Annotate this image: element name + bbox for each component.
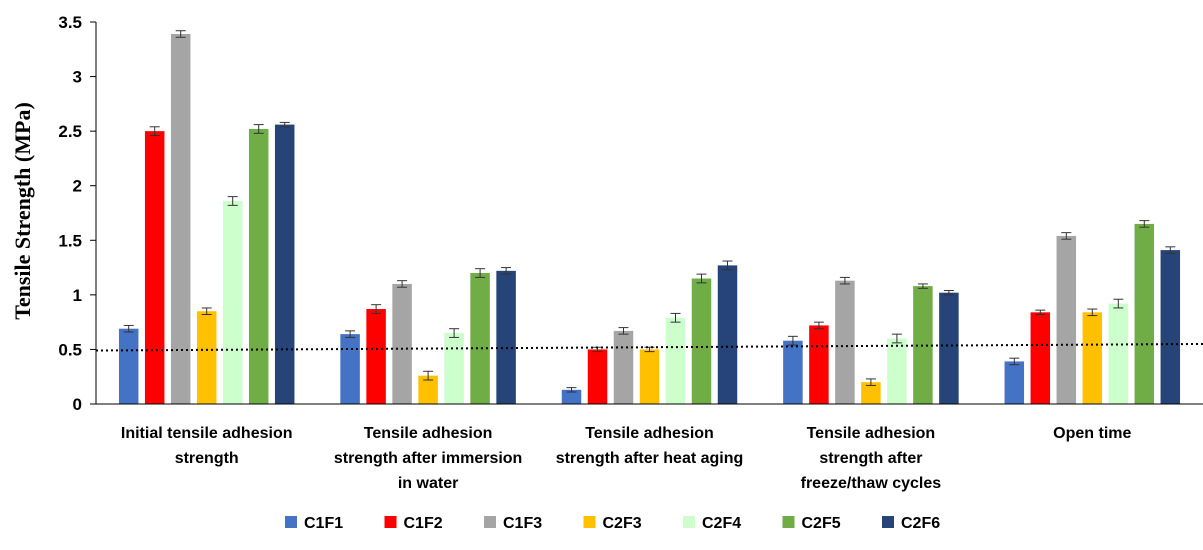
x-category-label: Initial tensile adhesion <box>121 425 293 442</box>
x-category-label: Tensile adhesion <box>364 425 493 442</box>
bars <box>118 34 1181 405</box>
bar-c2f4-2 <box>665 317 686 404</box>
bar-c2f6-2 <box>717 265 738 404</box>
bar-c1f3-2 <box>613 330 634 404</box>
bar-c1f1-1 <box>340 334 360 404</box>
bar-c2f4-3 <box>887 338 907 404</box>
bar-c1f2-0 <box>144 131 165 404</box>
bar-c2f4-4 <box>1108 303 1129 404</box>
y-tick-label: 1.5 <box>58 231 82 250</box>
x-category-label: strength <box>175 450 239 467</box>
bar-c2f3-3 <box>861 382 881 404</box>
x-category-label: Tensile adhesion <box>585 425 714 442</box>
bar-c1f2-1 <box>366 309 386 404</box>
bar-c2f5-1 <box>470 273 490 404</box>
y-tick-label: 1 <box>73 286 82 305</box>
x-category-label: freeze/thaw cycles <box>801 475 942 492</box>
x-axis-categories: Initial tensile adhesion strength Tensile … <box>121 425 1132 492</box>
bar-c1f2-2 <box>587 349 608 404</box>
bar-c1f3-0 <box>170 34 191 405</box>
bar-c1f3-3 <box>835 280 855 404</box>
legend-label-c2f3: C2F3 <box>603 515 642 532</box>
y-axis-ticks: 0 0.5 1 1.5 2 2.5 3 3.5 <box>58 13 96 414</box>
legend: C1F1 C1F2 C1F3 C2F3 C2F4 C2F5 C2F6 <box>285 515 940 532</box>
legend-swatch-c1f3 <box>484 516 496 528</box>
legend-label-c2f4: C2F4 <box>702 515 741 532</box>
bar-c2f3-1 <box>418 375 438 404</box>
y-tick-label: 2.5 <box>58 122 82 141</box>
bar-c2f6-1 <box>496 270 516 404</box>
bar-c2f4-1 <box>444 333 464 404</box>
x-category-label: in water <box>398 475 458 492</box>
x-category-label: strength after <box>819 450 922 467</box>
bar-c1f1-3 <box>783 340 803 404</box>
bar-c1f3-4 <box>1056 235 1077 404</box>
bar-c2f3-4 <box>1082 312 1103 404</box>
bar-c2f5-2 <box>691 278 712 404</box>
legend-label-c2f5: C2F5 <box>802 515 841 532</box>
x-category-label: strength after heat aging <box>556 450 744 467</box>
bar-c2f6-0 <box>274 124 295 404</box>
bar-c2f3-0 <box>196 311 217 404</box>
bar-c1f3-1 <box>392 283 412 404</box>
y-tick-label: 0.5 <box>58 340 82 359</box>
legend-swatch-c2f3 <box>583 516 596 528</box>
legend-swatch-c2f6 <box>882 516 894 528</box>
bar-c1f1-4 <box>1004 361 1025 404</box>
legend-label-c1f1: C1F1 <box>304 515 343 532</box>
y-axis-title: Tensile Strength (MPa) <box>10 102 35 320</box>
x-category-label: Open time <box>1053 425 1131 442</box>
legend-label-c1f2: C1F2 <box>404 515 443 532</box>
bar-c1f2-3 <box>809 325 829 404</box>
y-tick-label: 3.5 <box>58 13 82 32</box>
bar-c2f5-4 <box>1134 223 1155 404</box>
bar-c2f3-2 <box>639 349 660 404</box>
legend-swatch-c1f1 <box>285 516 297 528</box>
x-category-label: strength after immersion <box>334 450 522 467</box>
bar-c2f5-0 <box>248 128 269 404</box>
legend-swatch-c2f5 <box>782 516 795 528</box>
bar-c2f4-0 <box>222 200 243 404</box>
y-tick-label: 0 <box>73 395 82 414</box>
legend-label-c1f3: C1F3 <box>503 515 542 532</box>
axes <box>95 22 1203 405</box>
bar-c2f6-3 <box>939 292 959 404</box>
y-axis-title-group: Tensile Strength (MPa) <box>10 102 35 320</box>
legend-swatch-c1f2 <box>384 516 397 528</box>
bar-c1f1-2 <box>561 389 582 404</box>
bar-c1f1-0 <box>118 328 139 404</box>
x-category-label: Tensile adhesion <box>807 425 936 442</box>
y-tick-label: 3 <box>73 68 82 87</box>
y-tick-label: 2 <box>73 177 82 196</box>
legend-label-c2f6: C2F6 <box>901 515 940 532</box>
bar-c2f6-4 <box>1160 250 1181 404</box>
legend-swatch-c2f4 <box>683 516 695 528</box>
bar-c1f2-4 <box>1030 312 1051 404</box>
